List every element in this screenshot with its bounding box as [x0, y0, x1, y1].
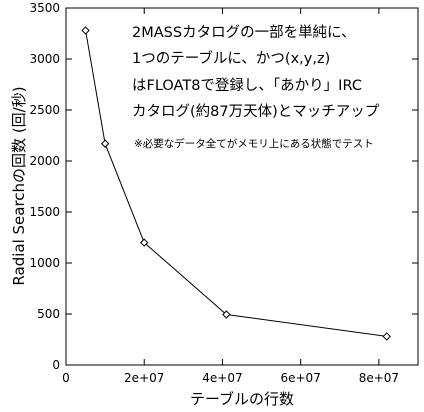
y-tick-label: 500 [37, 307, 60, 321]
y-axis-label: Radial Searchの回数 (回/秒) [10, 86, 28, 285]
data-point [140, 238, 149, 247]
x-tick-label: 6e+07 [280, 371, 320, 385]
x-axis-label: テーブルの行数 [190, 390, 294, 408]
y-tick-label: 3000 [29, 52, 60, 66]
data-point [222, 310, 231, 319]
plot-frame [65, 7, 419, 366]
x-tick-label: 4e+07 [202, 371, 242, 385]
data-point [382, 332, 391, 341]
series-line [85, 30, 387, 337]
annotation: 2MASSカタログの一部を単純に、 1つのテーブルに、かつ(x,y,z) はFL… [132, 24, 380, 150]
y-tick-label: 2000 [29, 154, 60, 168]
y-tick-label: 0 [52, 358, 60, 372]
annotation-line: 2MASSカタログの一部を単純に、 [132, 24, 356, 41]
annotation-line: 1つのテーブルに、かつ(x,y,z) [132, 49, 330, 67]
x-axis: 0 2e+07 4e+07 6e+07 8e+07 [62, 8, 399, 385]
x-tick-label: 8e+07 [359, 371, 399, 385]
y-tick-label: 2500 [29, 103, 60, 117]
data-point [81, 26, 90, 35]
y-tick-label: 3500 [29, 1, 60, 15]
data-point [100, 139, 110, 148]
x-tick-label: 0 [62, 371, 70, 385]
annotation-line: カタログ(約87万天体)とマッチアップ [132, 103, 380, 120]
annotation-line: はFLOAT8で登録し、「あかり」IRC [132, 77, 362, 94]
y-tick-label: 1000 [29, 256, 60, 270]
y-axis: 0 500 1000 1500 2000 2500 3000 3500 [29, 1, 418, 372]
y-tick-label: 1500 [29, 205, 60, 219]
annotation-note: ※必要なデータ全てがメモリ上にある状態でテスト [134, 137, 374, 150]
series-group [81, 26, 391, 341]
x-tick-label: 2e+07 [124, 371, 164, 385]
